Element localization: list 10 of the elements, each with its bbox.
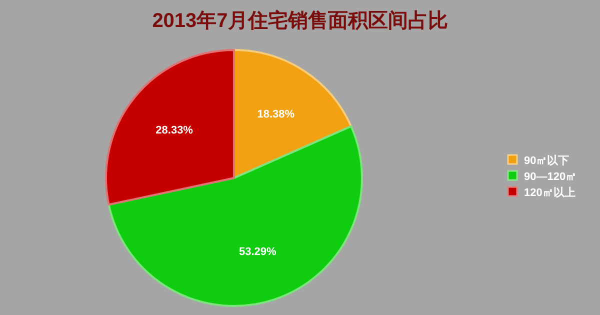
pie-slice bbox=[105, 49, 235, 206]
legend-label: 120㎡以上 bbox=[524, 186, 576, 199]
legend-label: 90㎡以下 bbox=[524, 154, 570, 167]
pie-slice bbox=[108, 125, 363, 307]
data-label: 28.33% bbox=[156, 124, 194, 137]
data-label: 53.29% bbox=[238, 246, 276, 258]
legend-label: 90—120㎡ bbox=[524, 171, 577, 183]
chart-title: 2013年7月住宅销售面积区间占比 bbox=[152, 9, 448, 32]
data-label: 18.38% bbox=[257, 108, 295, 121]
pie-slice bbox=[233, 49, 352, 179]
